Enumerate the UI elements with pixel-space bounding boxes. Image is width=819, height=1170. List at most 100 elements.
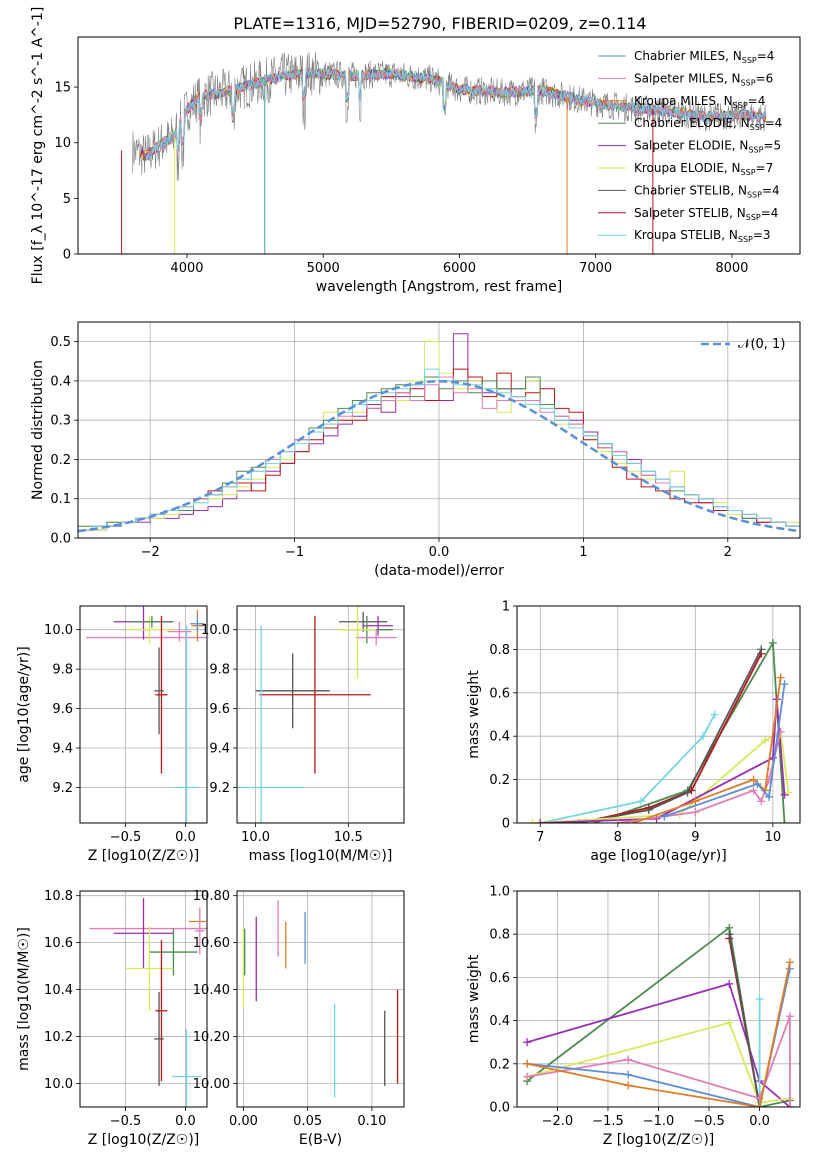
y-axis-label: Flux [f_λ 10^-17 erg cm^-2 s^-1 A^-1]: [30, 7, 46, 285]
weight-line-chabrier_miles: [664, 683, 786, 818]
x-axis-label: Z [log10(Z/Z☉)]: [603, 1132, 715, 1148]
x-tick-label: −2: [141, 545, 160, 560]
x-tick-label: −1.0: [643, 1114, 675, 1129]
y-axis-label: mass [log10(M/M☉)]: [16, 927, 32, 1071]
weight_vs_age-panel: 7 8 9 10 0 0.2 0.4 0.6 0.8 1 age [log10(age/yr)] ma…: [466, 600, 801, 864]
legend-label-text: Salpeter MILES, N: [634, 71, 741, 85]
y-tick-label: 10.2: [44, 1030, 73, 1045]
plot-area: [85, 606, 207, 823]
legend-label: Chabrier STELIB, NSSP=4: [634, 183, 780, 199]
legend-n-value: =4: [765, 116, 783, 130]
legend-subscript: SSP: [748, 146, 763, 155]
weight-marker: [764, 792, 773, 801]
weight-marker: [761, 736, 770, 745]
y-tick-label: 10.20: [193, 1030, 230, 1045]
y-tick-label: 0: [502, 817, 510, 832]
residuals-panel: −2 −1 0.0 1 2 0.0 0.1 0.2 0.3 0.4 0.5 (data-model)/…: [30, 321, 801, 579]
y-tick-label: 0.5: [50, 335, 71, 350]
weight-marker: [613, 819, 622, 823]
legend-subscript: SSP: [733, 101, 748, 110]
gaussian-curve: [78, 380, 800, 533]
x-tick-label: 0.00: [229, 1114, 258, 1129]
legend-n-value: =4: [761, 206, 779, 220]
axes-frame: [77, 321, 801, 539]
weight-marker: [753, 779, 762, 788]
y-tick-label: 0.8: [489, 643, 510, 658]
weight-marker: [780, 680, 789, 689]
legend-subscript: SSP: [750, 123, 765, 132]
legend-label-text: Chabrier MILES, N: [634, 49, 742, 63]
weight-marker: [725, 930, 734, 939]
legend-label: Kroupa STELIB, NSSP=3: [634, 228, 771, 244]
legend-n-value: =4: [757, 49, 775, 63]
x-tick-label: 2: [724, 545, 732, 560]
plot-area: [523, 923, 794, 1107]
y-tick-label: 10.0: [44, 1077, 73, 1092]
x-tick-label: 10: [765, 830, 782, 845]
legend-label-text: Salpeter STELIB, N: [634, 206, 746, 220]
legend-n-value: =4: [762, 183, 780, 197]
plot-area: [121, 51, 767, 254]
legend-label-text: Kroupa STELIB, N: [634, 228, 738, 242]
weight-marker: [624, 1055, 633, 1064]
x-axis-label: (data-model)/error: [374, 563, 504, 579]
y-tick-label: 0.2: [489, 1057, 510, 1072]
x-tick-label: −2.0: [542, 1114, 574, 1129]
x-tick-label: 10.5: [334, 830, 363, 845]
weight-marker: [749, 775, 758, 784]
weight-marker: [528, 819, 537, 823]
weight-marker: [536, 819, 545, 823]
y-tick-label: 10.4: [44, 983, 73, 998]
x-axis-label: Z [log10(Z/Z☉)]: [88, 1132, 200, 1148]
weight-marker: [624, 1070, 633, 1079]
mass_vs_Z-panel: −0.5 0.0 10.0 10.2 10.4 10.6 10.8 Z [log10(Z/Z☉…: [16, 889, 208, 1148]
weight-marker: [644, 805, 653, 814]
y-tick-label: 9.6: [52, 702, 73, 717]
axes-frame: [77, 36, 801, 255]
y-tick-label: 0.4: [489, 1014, 510, 1029]
weight-marker: [757, 645, 766, 654]
x-tick-label: 0.0: [175, 830, 196, 845]
y-tick-label: 9.6: [209, 702, 230, 717]
y-tick-label: 0.8: [489, 928, 510, 943]
weight-marker: [523, 1072, 532, 1081]
y-tick-label: 9.4: [209, 742, 230, 757]
legend-n-value: =3: [753, 228, 771, 242]
weight-marker: [785, 958, 794, 967]
age_vs_mass-panel: 10.0 10.5 9.2 9.4 9.6 9.8 10.0 mass [log10(M/M☉…: [201, 605, 405, 864]
legend-n-value: =7: [756, 161, 774, 175]
legend-label: Kroupa ELODIE, NSSP=7: [634, 161, 773, 177]
legend-label: Salpeter ELODIE, NSSP=5: [634, 139, 781, 155]
weight-marker: [691, 808, 700, 817]
y-tick-label: 0.2: [50, 453, 71, 468]
x-tick-label: 0.0: [429, 545, 450, 560]
weight-marker: [699, 732, 708, 741]
y-tick-label: 0.0: [50, 532, 71, 547]
y-tick-label: 10.0: [201, 623, 230, 638]
y-tick-label: 9.2: [52, 781, 73, 796]
spectrum-panel: 4000 5000 6000 7000 8000 0 5 10 15 wavelength [An…: [30, 7, 801, 295]
legend-n-value: =6: [756, 71, 774, 85]
legend-subscript: SSP: [746, 213, 761, 222]
weight-marker: [780, 790, 789, 799]
legend-label: Chabrier MILES, NSSP=4: [634, 49, 774, 65]
plot-area: [78, 333, 800, 538]
y-tick-label: 10.00: [193, 1077, 230, 1092]
weight-marker: [785, 1012, 794, 1021]
x-axis-label: E(B-V): [299, 1132, 342, 1148]
axes-frame: [516, 605, 801, 824]
legend-n-value: =4: [748, 94, 766, 108]
figure-title: PLATE=1316, MJD=52790, FIBERID=0209, z=0…: [233, 14, 646, 33]
legend-subscript: SSP: [742, 56, 757, 65]
weight-line-kroupa_elodie: [526, 1021, 791, 1104]
weight-line-kroupa_elodie: [532, 730, 790, 823]
y-tick-label: 0.3: [50, 414, 71, 429]
weight-marker: [683, 788, 692, 797]
x-tick-label: −1: [285, 545, 304, 560]
x-tick-label: 4000: [170, 261, 203, 276]
x-tick-label: 8: [614, 830, 622, 845]
weight-marker: [757, 797, 766, 806]
y-tick-label: 0.4: [489, 730, 510, 745]
x-tick-label: 7: [536, 830, 544, 845]
